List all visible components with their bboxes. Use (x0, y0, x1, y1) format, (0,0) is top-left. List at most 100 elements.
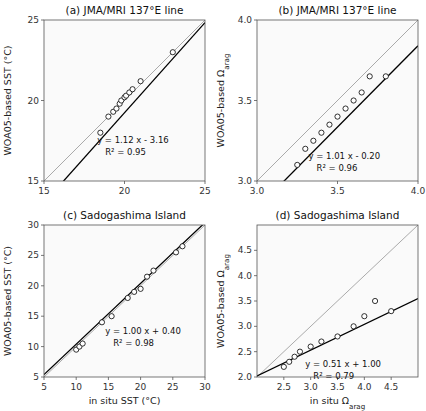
y-tick-label: 30 (28, 220, 40, 230)
title: (a) JMA/MRI 137°E line (66, 4, 184, 16)
x-tick (205, 181, 206, 184)
point (138, 79, 143, 84)
x-tick (108, 377, 109, 380)
plot-frame (44, 20, 205, 181)
y-tick (254, 377, 257, 378)
y-tick (254, 301, 257, 302)
fit-line (257, 298, 418, 376)
y-tick-label: 2.5 (238, 347, 252, 357)
y-tick (41, 225, 44, 226)
x-tick (310, 377, 311, 380)
point (383, 74, 388, 79)
y-tick-label: 3.5 (238, 96, 252, 106)
panel: 3.03.54.03.03.54.0(b) JMA/MRI 137°E line… (215, 4, 425, 208)
point (180, 244, 185, 249)
y-tick-label: 25 (28, 15, 39, 25)
panel: 152025152025(a) JMA/MRI 137°E lineWOA05-… (2, 4, 211, 203)
point (303, 146, 308, 151)
annotation: R² = 0.96 (317, 163, 358, 173)
fit-line (44, 23, 205, 181)
y-tick-label: 4.0 (238, 271, 253, 281)
y-tick (254, 181, 257, 182)
x-tick (418, 181, 419, 184)
x-tick (44, 377, 45, 380)
annotation: y = 1.12 x - 3.16 (97, 135, 169, 145)
y-tick-label: 25 (28, 250, 39, 260)
point (80, 341, 85, 346)
point (125, 295, 130, 300)
x-tick-label: 15 (38, 186, 49, 196)
data-area (44, 225, 205, 377)
point (343, 106, 348, 111)
point (335, 114, 340, 119)
point (351, 98, 356, 103)
annotation: R² = 0.95 (105, 147, 146, 157)
y-tick (41, 285, 44, 286)
plot-frame (44, 225, 205, 377)
y-tick (41, 377, 44, 378)
y-tick-label: 5 (33, 372, 39, 382)
annotation: R² = 0.79 (313, 371, 354, 381)
one-to-one-line (257, 225, 418, 377)
point (327, 122, 332, 127)
one-to-one-line (44, 20, 205, 181)
point (109, 314, 114, 319)
x-tick-label: 10 (70, 382, 82, 392)
y-tick-label: 15 (28, 176, 39, 186)
x-tick-label: 25 (167, 382, 178, 392)
x-tick-label: 5 (41, 382, 47, 392)
data-area (44, 20, 205, 181)
point (114, 106, 119, 111)
figure: 15 20 25 15 20 25 (a) JMA/MRI 137°E line WOA05-… (0, 0, 426, 411)
y-tick-label: 3.0 (238, 321, 253, 331)
point (292, 354, 297, 359)
point (319, 130, 324, 135)
x-tick-label: 15 (103, 382, 114, 392)
x-tick (140, 377, 141, 380)
point (151, 268, 156, 273)
point (281, 364, 286, 369)
panel: 2.53.03.54.04.52.02.53.03.54.04.5(d) Sad… (215, 209, 418, 411)
point (138, 286, 143, 291)
x-tick (364, 377, 365, 380)
annotation: y = 0.51 x + 1.00 (305, 359, 381, 369)
x-tick-label: 20 (119, 186, 131, 196)
data-area (257, 225, 418, 377)
y-axis-label: WOA05-based Ωarag (215, 54, 231, 148)
fit-line (44, 225, 205, 375)
x-tick (124, 181, 125, 184)
y-tick (254, 250, 257, 251)
y-tick-label: 20 (28, 281, 40, 291)
point (170, 50, 175, 55)
x-tick (391, 377, 392, 380)
y-tick (41, 255, 44, 256)
x-tick-label: 3.0 (304, 382, 319, 392)
x-tick (76, 377, 77, 380)
y-tick (41, 181, 44, 182)
x-tick-label: 4.0 (411, 186, 426, 196)
title: (c) Sadogashima Island (63, 209, 186, 221)
point (130, 87, 135, 92)
x-tick-label: 25 (199, 186, 210, 196)
point (389, 309, 394, 314)
point (173, 250, 178, 255)
x-tick (337, 181, 338, 184)
point (311, 138, 316, 143)
plot-area (44, 225, 205, 377)
plot-area (257, 225, 418, 377)
background (0, 0, 426, 411)
x-tick-label: 3.5 (330, 186, 344, 196)
point (319, 339, 324, 344)
title: (b) JMA/MRI 137°E line (278, 4, 396, 16)
one-to-one-line (257, 20, 418, 181)
point (144, 274, 149, 279)
point (297, 349, 302, 354)
y-tick-label: 15 (28, 311, 39, 321)
x-tick-label: 2.5 (277, 382, 291, 392)
point (367, 74, 372, 79)
point (335, 334, 340, 339)
x-tick-label: 3.5 (330, 382, 344, 392)
y-tick (41, 100, 44, 101)
fit-line (257, 46, 418, 181)
point (99, 320, 104, 325)
